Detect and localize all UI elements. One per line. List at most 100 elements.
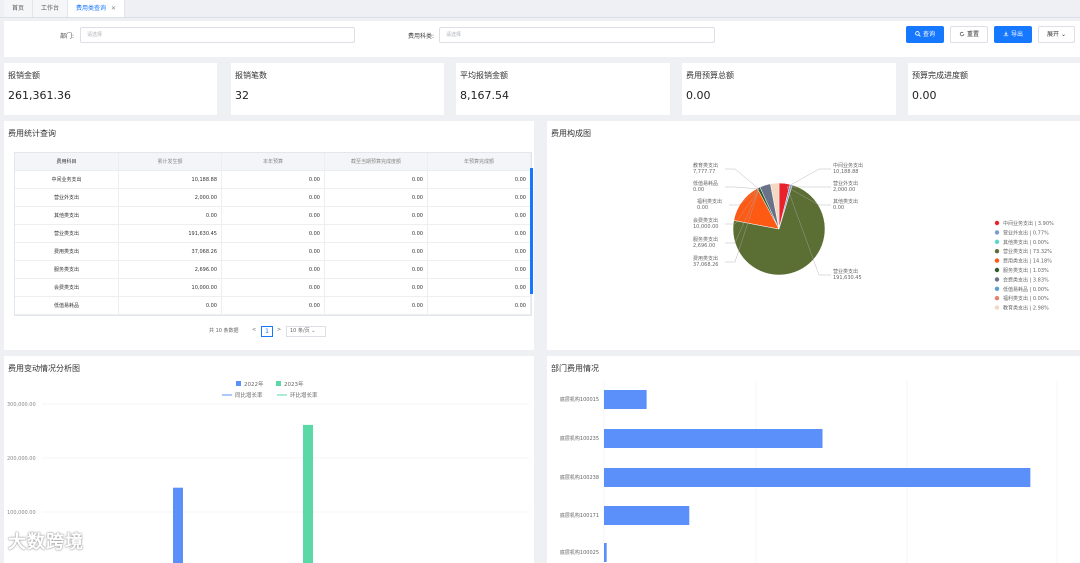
table-row[interactable]: 会费类支出 10,000.00 0.00 0.00 0.00 (15, 279, 531, 297)
bar (604, 543, 607, 562)
y-category-label: 底层机构100171 (560, 512, 599, 519)
y-tick-label: 300,000.00 (7, 402, 36, 408)
pie-label-value: 0.00 (693, 187, 704, 193)
panel-title: 费用变动情况分析图 (8, 364, 80, 373)
pie-slice (732, 184, 826, 276)
pager-page[interactable]: 1 (261, 326, 273, 337)
department-select[interactable]: 请选择 (80, 27, 355, 43)
expand-button[interactable]: 展开 ⌄ (1038, 26, 1075, 43)
bar (604, 390, 647, 409)
pie-label-line (725, 168, 760, 190)
table-row[interactable]: 营业外支出 2,000.00 0.00 0.00 0.00 (15, 189, 531, 207)
cell-amount: 10,188.88 (119, 171, 222, 188)
pager-prev[interactable]: < (252, 327, 257, 333)
metric-value: 0.00 (686, 89, 711, 102)
cell-amount: 2,000.00 (119, 189, 222, 206)
cell-amount: 2,696.00 (119, 261, 222, 278)
tab-expense-query[interactable]: 费用类查询 ✕ (68, 0, 126, 17)
metric-card-reimburse-count: 报销笔数 32 (231, 63, 444, 115)
column-header: 本年预算 (222, 153, 325, 170)
y-category-label: 底层机构100238 (560, 474, 599, 481)
metric-value: 0.00 (912, 89, 937, 102)
cell-amount: 0.00 (428, 261, 531, 278)
table-header: 费用科目 累计发生额 本年预算 截至当期预算完成度额 年预算完成额 (15, 153, 531, 171)
legend-marker (994, 230, 1000, 235)
pie-label-name: 低值易耗品 (693, 180, 718, 187)
dept-chart: 底层机构100015 底层机构100235 底层机构100238 底层机构100171… (560, 381, 1058, 563)
table-row[interactable]: 服务类支出 2,696.00 0.00 0.00 0.00 (15, 261, 531, 279)
bar (604, 429, 823, 448)
download-icon (1003, 31, 1009, 37)
pie-label-name: 服务类支出 (693, 236, 718, 243)
cell-amount: 0.00 (119, 207, 222, 224)
pie-label-name: 中间业务支出 (833, 162, 863, 169)
filter-bar: 部门: 请选择 费用科类: 请选择 查询 重置 导出 展开 ⌄ (4, 21, 1080, 57)
legend-label: 环比增长率 (290, 391, 318, 399)
pie-label-value: 0.00 (697, 205, 708, 211)
department-label: 部门: (60, 33, 75, 40)
export-button[interactable]: 导出 (994, 26, 1032, 43)
pie-label-value: 10,000.00 (693, 224, 718, 230)
pie-label-line (786, 168, 831, 188)
cell-amount: 0.00 (222, 261, 325, 278)
query-button[interactable]: 查询 (906, 26, 944, 43)
pie-label-value: 37,068.26 (693, 262, 718, 268)
metric-value: 261,361.36 (8, 89, 71, 102)
metric-label: 费用预算总额 (686, 71, 734, 80)
reset-button[interactable]: 重置 (950, 26, 988, 43)
watermark: 大数跨境 (8, 532, 84, 553)
pager-total: 共 10 条数据 (209, 328, 239, 334)
metric-label: 报销笔数 (235, 71, 267, 80)
legend-label: 其他类支出 | 0.00% (1003, 239, 1049, 246)
table-row[interactable]: 中间业务支出 10,188.88 0.00 0.00 0.00 (15, 171, 531, 189)
cell-amount: 0.00 (428, 225, 531, 242)
pager-size-select[interactable]: 10 条/页 ⌄ (286, 326, 326, 337)
table-row[interactable]: 营业类支出 191,630.45 0.00 0.00 0.00 (15, 225, 531, 243)
table-row[interactable]: 其他类支出 0.00 0.00 0.00 0.00 (15, 207, 531, 225)
column-header: 截至当期预算完成度额 (325, 153, 428, 170)
metric-card-budget-total: 费用预算总额 0.00 (682, 63, 896, 115)
pie-label-value: 191,630.45 (833, 275, 862, 281)
legend-label: 营业类支出 | 73.32% (1003, 248, 1052, 255)
cell-amount: 0.00 (325, 171, 428, 188)
pager-next[interactable]: > (277, 327, 282, 333)
table-body: 中间业务支出 10,188.88 0.00 0.00 0.00 营业外支出 2,000.00… (15, 171, 531, 315)
search-icon (915, 31, 921, 37)
table-row[interactable]: 低值易耗品 0.00 0.00 0.00 0.00 (15, 297, 531, 315)
bar (604, 506, 690, 525)
table-scrollbar[interactable] (530, 168, 533, 294)
cell-amount: 0.00 (325, 261, 428, 278)
legend-label: 2023年 (284, 380, 304, 388)
pie-label-line (786, 186, 831, 276)
cell-amount: 0.00 (325, 225, 428, 242)
bar (604, 468, 1031, 487)
table-row[interactable]: 费用类支出 37,068.26 0.00 0.00 0.00 (15, 243, 531, 261)
pie-chart: 教育类支出7,777.77低值易耗品0.00福利类支出0.00会费类支出10,0… (693, 162, 1054, 312)
metric-label: 平均报销金额 (460, 71, 508, 80)
close-icon[interactable]: ✕ (111, 5, 117, 12)
tab-home[interactable]: 首页 (4, 0, 34, 17)
cell-amount: 37,068.26 (119, 243, 222, 260)
cell-amount: 0.00 (428, 189, 531, 206)
column-header: 累计发生额 (119, 153, 222, 170)
cell-amount: 0.00 (119, 297, 222, 314)
stats-table-panel: 费用统计查询 费用科目 累计发生额 本年预算 截至当期预算完成度额 年预算完成额… (4, 121, 534, 350)
pie-label-value: 0.00 (833, 205, 844, 211)
pie-label-value: 2,696.00 (693, 243, 715, 249)
cell-amount: 0.00 (222, 279, 325, 296)
reset-label: 重置 (966, 31, 979, 38)
pie-label-name: 营业类支出 (833, 268, 858, 275)
legend-marker (994, 220, 1000, 226)
cell-amount: 0.00 (428, 297, 531, 314)
pie-label-value: 7,777.77 (693, 169, 715, 175)
cell-amount: 0.00 (325, 297, 428, 314)
cell-subject: 中间业务支出 (15, 171, 119, 188)
cell-amount: 0.00 (325, 243, 428, 260)
expense-type-select[interactable]: 请选择 (439, 27, 715, 43)
legend-marker (994, 277, 1000, 282)
tab-workbench[interactable]: 工作台 (33, 0, 69, 17)
cell-amount: 0.00 (428, 171, 531, 188)
legend-label: 费用类支出 | 14.18% (1003, 258, 1052, 265)
cell-subject: 服务类支出 (15, 261, 119, 278)
